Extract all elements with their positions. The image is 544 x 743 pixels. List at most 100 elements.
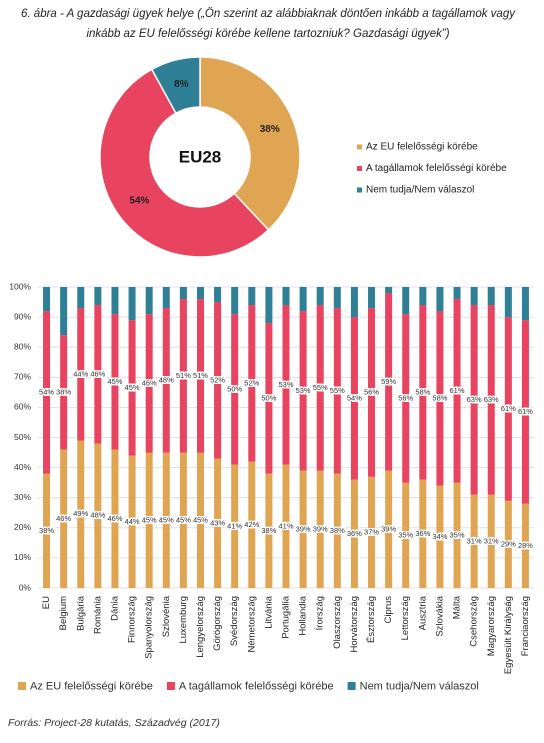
bar-segment bbox=[299, 287, 307, 312]
bar-segment bbox=[316, 470, 324, 588]
value-label: 45% bbox=[159, 515, 174, 524]
value-label: 36% bbox=[347, 529, 362, 538]
bar-segment bbox=[231, 464, 239, 588]
bar-segment bbox=[196, 452, 204, 588]
x-tick-label: Görögország bbox=[212, 596, 223, 651]
bar-segment bbox=[77, 440, 85, 588]
bar-segment bbox=[316, 305, 324, 471]
value-label: 42% bbox=[244, 520, 259, 529]
bar-segment bbox=[214, 287, 222, 303]
bar-segment bbox=[453, 482, 461, 588]
y-tick-label: 50% bbox=[14, 432, 31, 442]
bar-segment bbox=[214, 302, 222, 459]
bar-segment bbox=[299, 470, 307, 588]
bar-segment bbox=[196, 299, 204, 453]
bar-segment bbox=[521, 503, 529, 588]
chart-title: 6. ábra - A gazdasági ügyek helye („Ön s… bbox=[21, 8, 515, 40]
y-tick-label: 0% bbox=[19, 582, 32, 592]
bar-segment bbox=[350, 317, 358, 480]
bar-segment bbox=[487, 305, 495, 495]
bar-segment bbox=[196, 287, 204, 300]
value-label: 48% bbox=[159, 375, 174, 384]
value-label: 39% bbox=[313, 524, 328, 533]
value-label: 34% bbox=[432, 532, 447, 541]
x-tick-label: Belgium bbox=[58, 596, 69, 630]
y-tick-label: 40% bbox=[14, 462, 31, 472]
bar-segment bbox=[470, 494, 478, 588]
bar-segment bbox=[94, 305, 102, 444]
value-label: 56% bbox=[398, 393, 413, 402]
legend-marker bbox=[357, 166, 362, 171]
bar-segment bbox=[145, 314, 153, 453]
y-tick-label: 10% bbox=[14, 552, 31, 562]
x-tick-label: Lengyelország bbox=[195, 596, 206, 658]
value-label: 38% bbox=[56, 387, 71, 396]
bar-segment bbox=[487, 494, 495, 588]
value-label: 51% bbox=[193, 371, 208, 380]
value-label: 55% bbox=[330, 386, 345, 395]
bar-segment bbox=[231, 287, 239, 315]
value-label: 45% bbox=[176, 515, 191, 524]
value-label: 28% bbox=[518, 541, 533, 550]
bar-segment bbox=[436, 485, 444, 588]
y-tick-label: 90% bbox=[14, 311, 31, 321]
bar-segment bbox=[94, 287, 102, 306]
value-label: 58% bbox=[415, 387, 430, 396]
value-label: 63% bbox=[484, 395, 499, 404]
bar-segment bbox=[145, 452, 153, 588]
value-label: 38% bbox=[330, 526, 345, 535]
bar-segment bbox=[248, 287, 256, 306]
x-tick-label: Spanyolország bbox=[144, 596, 155, 659]
y-tick-label: 60% bbox=[14, 402, 31, 412]
bar-segment bbox=[453, 299, 461, 483]
legend-label: A tagállamok felelősségi körébe bbox=[179, 680, 334, 692]
x-tick-label: Ausztria bbox=[417, 595, 428, 630]
value-label: 52% bbox=[244, 378, 259, 387]
value-label: 31% bbox=[467, 536, 482, 545]
value-label: 49% bbox=[73, 509, 88, 518]
bar-segment bbox=[265, 473, 273, 588]
value-label: 39% bbox=[381, 524, 396, 533]
bar-segment bbox=[265, 287, 273, 324]
bar-segment bbox=[368, 287, 376, 309]
x-tick-label: Hollandia bbox=[298, 595, 309, 635]
value-label: 37% bbox=[364, 527, 379, 536]
y-tick-label: 20% bbox=[14, 522, 31, 532]
y-tick-label: 70% bbox=[14, 372, 31, 382]
value-label: 61% bbox=[518, 407, 533, 416]
value-label: 56% bbox=[364, 387, 379, 396]
legend-marker bbox=[357, 187, 362, 193]
bar-segment bbox=[504, 500, 512, 588]
bar-segment bbox=[385, 287, 393, 294]
pie-slice bbox=[150, 56, 201, 115]
bar-segment bbox=[385, 470, 393, 588]
bar-segment bbox=[333, 473, 341, 588]
y-tick-label: 30% bbox=[14, 492, 31, 502]
bar-segment bbox=[128, 287, 136, 321]
value-label: 36% bbox=[415, 529, 430, 538]
bar-segment bbox=[43, 473, 51, 588]
bar-segment bbox=[128, 455, 136, 588]
value-label: 29% bbox=[501, 539, 516, 548]
bar-segment bbox=[385, 293, 393, 471]
value-label: 44% bbox=[125, 517, 140, 526]
bar-segment bbox=[402, 314, 410, 483]
x-tick-label: Litvánia bbox=[263, 595, 274, 628]
x-tick-label: Ciprus bbox=[383, 596, 394, 624]
value-label: 53% bbox=[278, 380, 293, 389]
bar-segment bbox=[487, 287, 495, 306]
bar-segment bbox=[402, 482, 410, 588]
bar-segment bbox=[77, 308, 85, 441]
bar-segment bbox=[179, 287, 187, 300]
value-label: 31% bbox=[484, 536, 499, 545]
value-label: 45% bbox=[142, 515, 157, 524]
bar-segment bbox=[128, 320, 136, 456]
value-label: 50% bbox=[227, 384, 242, 393]
x-tick-label: EU bbox=[41, 596, 52, 609]
value-label: 61% bbox=[450, 386, 465, 395]
bar-segment bbox=[162, 308, 170, 453]
slice-label: 8% bbox=[174, 79, 189, 90]
value-label: 50% bbox=[261, 393, 276, 402]
value-label: 38% bbox=[261, 526, 276, 535]
bar-segment bbox=[333, 308, 341, 474]
